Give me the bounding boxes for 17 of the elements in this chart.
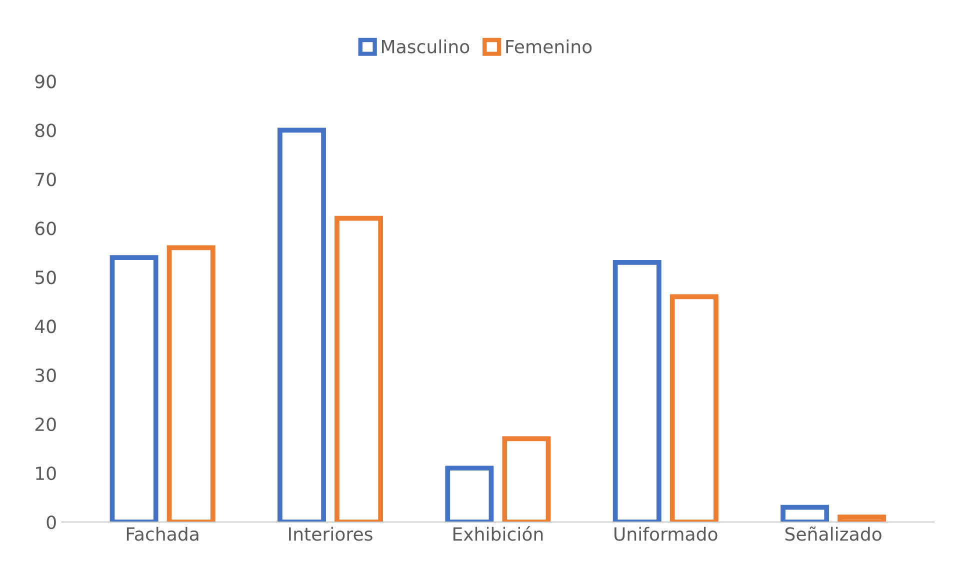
y-tick-label: 50	[36, 270, 56, 284]
x-tick-label: Uniformado	[614, 526, 718, 541]
y-tick-label: 10	[36, 466, 56, 480]
y-tick-label: 80	[35, 124, 56, 138]
y-tick-label: 40	[34, 320, 56, 334]
y-tick-label: 70	[36, 172, 56, 186]
x-tick-label: Interiores	[289, 526, 372, 541]
x-tick-label: Exhibición	[453, 526, 543, 541]
x-tick-label: Fachada	[126, 526, 198, 541]
y-tick-label: 20	[35, 418, 56, 432]
y-tick-label: 30	[35, 368, 56, 382]
y-tick-label: 90	[35, 74, 56, 88]
y-tick-label: 60	[35, 222, 56, 236]
legend-label: Masculino	[382, 39, 470, 54]
x-tick-label: Señalizado	[785, 526, 882, 541]
legend-label: Femenino	[506, 39, 592, 54]
y-tick-label: 0	[46, 515, 56, 530]
